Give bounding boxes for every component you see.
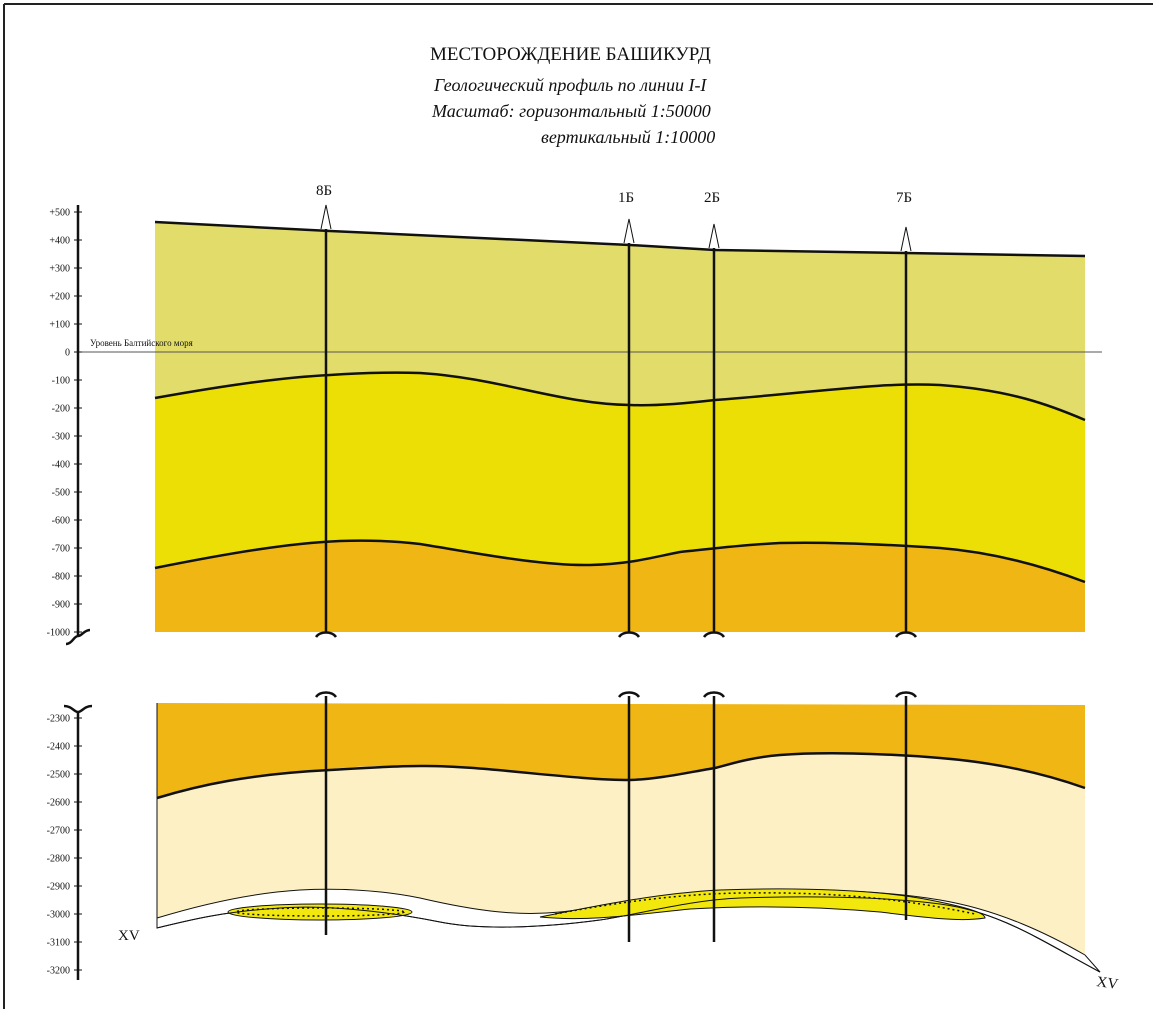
horizon-base-line xyxy=(156,896,1101,973)
well-symbol xyxy=(900,226,912,252)
well-symbol xyxy=(708,223,720,249)
lower-axis-tick-label: -3100 xyxy=(47,938,70,949)
layer-upper-2 xyxy=(155,372,1085,582)
reservoir-lens-right-pattern xyxy=(554,892,976,915)
lower-axis-tick-label: -2800 xyxy=(47,854,70,865)
well-break-upper xyxy=(894,631,918,638)
well-break-upper xyxy=(617,631,641,638)
upper-axis-tick-label: -600 xyxy=(52,516,70,527)
lower-axis-tick-label: -2300 xyxy=(47,714,70,725)
page-title: МЕСТОРОЖДЕНИЕ БАШИКУРД xyxy=(430,44,711,65)
layer-upper-3 xyxy=(155,540,1085,632)
well-symbol xyxy=(623,218,635,244)
sea-level-label: Уровень Балтийского моря xyxy=(90,338,193,348)
well-label: 8Б xyxy=(316,183,332,199)
lower-axis-tick-label: -2500 xyxy=(47,770,70,781)
upper-axis-tick-label: -500 xyxy=(52,488,70,499)
well-break-upper xyxy=(702,631,726,638)
well-break-lower xyxy=(702,691,726,698)
upper-axis-tick-label: -800 xyxy=(52,572,70,583)
boundary-line-3 xyxy=(156,752,1086,800)
reservoir-lens-left-pattern xyxy=(235,907,405,917)
upper-axis-tick-label: +400 xyxy=(49,236,70,247)
upper-axis-tick-label: 0 xyxy=(65,348,70,359)
upper-axis-tick-label: -100 xyxy=(52,376,70,387)
upper-axis-tick-label: +100 xyxy=(49,320,70,331)
boundary-line-2 xyxy=(154,539,1086,584)
upper-axis-tick-label: -700 xyxy=(52,544,70,555)
well-break-upper xyxy=(314,631,338,638)
lower-axis-tick-label: -2900 xyxy=(47,882,70,893)
well-break-lower xyxy=(314,691,338,698)
well-1b: 1Б xyxy=(617,190,641,942)
layer-upper-1 xyxy=(155,222,1085,420)
upper-axis-ticks: +500 +400 +300 +200 +100 0 -100 -200 -300 -400 -50… xyxy=(47,208,82,639)
lower-axis-tick-label: -3200 xyxy=(47,966,70,977)
surface-line xyxy=(154,220,1086,258)
scale-horizontal: Масштаб: горизонтальный 1:50000 xyxy=(431,101,711,121)
well-symbol xyxy=(320,204,332,230)
lower-axis-tick-label: -2400 xyxy=(47,742,70,753)
upper-axis-tick-label: -1000 xyxy=(47,628,70,639)
upper-axis-break xyxy=(65,628,91,646)
lower-axis-tick-label: -2700 xyxy=(47,826,70,837)
upper-axis-tick-label: -200 xyxy=(52,404,70,415)
well-2b: 2Б xyxy=(702,190,726,942)
well-label: 1Б xyxy=(618,190,634,206)
upper-axis-tick-label: +200 xyxy=(49,292,70,303)
layer-lower-3 xyxy=(157,703,1085,798)
profile-subtitle: Геологический профиль по линии I-I xyxy=(433,75,707,95)
lower-axis-break xyxy=(63,704,93,714)
well-label: 7Б xyxy=(896,190,912,206)
reservoir-lens-left xyxy=(227,903,413,921)
upper-axis-tick-label: -400 xyxy=(52,460,70,471)
horizon-label-right: XV xyxy=(1095,974,1119,993)
well-label: 2Б xyxy=(704,190,720,206)
upper-axis-tick-label: +300 xyxy=(49,264,70,275)
upper-axis-tick-label: +500 xyxy=(49,208,70,219)
upper-axis-tick-label: -900 xyxy=(52,600,70,611)
scale-vertical: вертикальный 1:10000 xyxy=(541,127,715,147)
well-break-lower xyxy=(894,691,918,698)
well-8b: 8Б xyxy=(314,183,338,935)
upper-axis-tick-label: -300 xyxy=(52,432,70,443)
layer-lower-4 xyxy=(157,753,1085,955)
well-break-lower xyxy=(617,691,641,698)
lower-axis-tick-label: -3000 xyxy=(47,910,70,921)
lower-axis-tick-label: -2600 xyxy=(47,798,70,809)
well-7b: 7Б xyxy=(894,190,918,920)
horizon-label-left: XV xyxy=(118,928,140,944)
lower-axis-ticks: -2300 -2400 -2500 -2600 -2700 -2800 -2900 -3000… xyxy=(47,714,82,977)
